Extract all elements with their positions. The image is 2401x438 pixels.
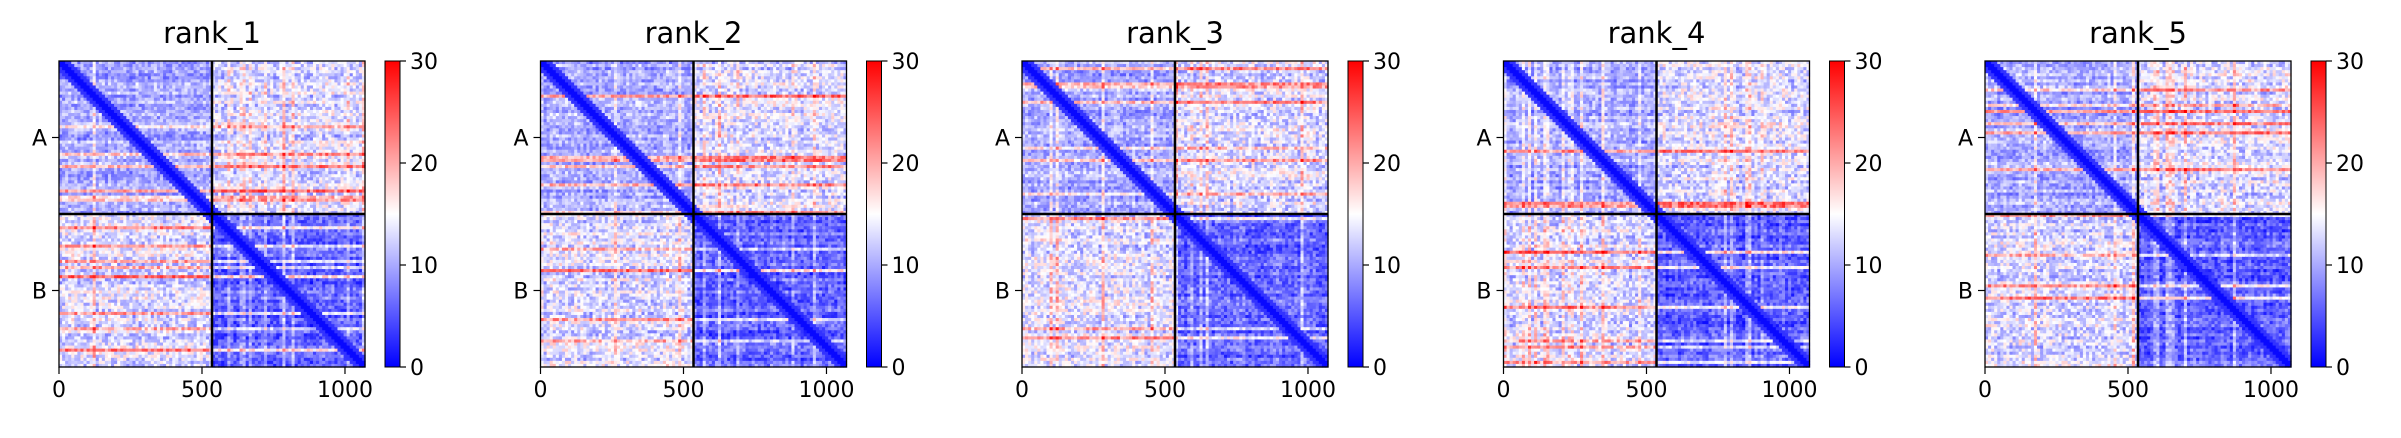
panel-1: rank_10 500 1000AB0102030 (32, 16, 438, 403)
